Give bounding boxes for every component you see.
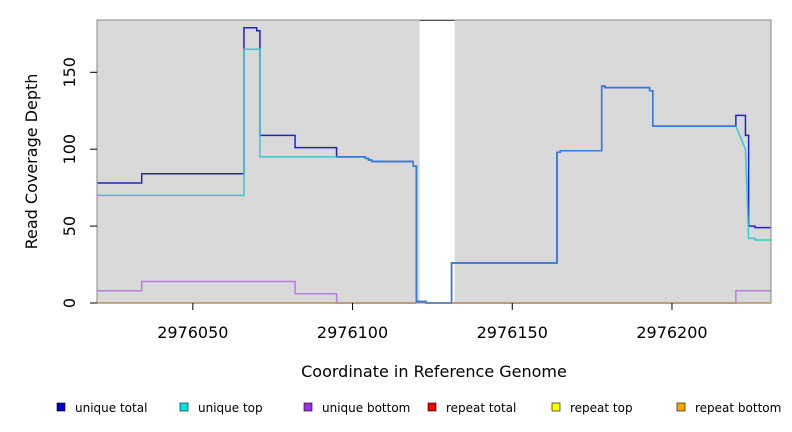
legend-label: repeat total xyxy=(446,401,516,415)
x-tick-label: 2976150 xyxy=(477,323,548,342)
legend-swatch xyxy=(676,402,686,412)
y-axis-title: Read Coverage Depth xyxy=(22,74,41,250)
x-axis-title: Coordinate in Reference Genome xyxy=(301,362,567,381)
legend-swatch xyxy=(179,402,189,412)
legend-swatch xyxy=(427,402,437,412)
legend-label: unique bottom xyxy=(322,401,410,415)
legend-label: repeat top xyxy=(570,401,633,415)
legend-label: repeat bottom xyxy=(695,401,781,415)
series-line-unique-bottom xyxy=(97,280,417,304)
x-tick-label: 2976100 xyxy=(317,323,388,342)
x-tick-label: 2976050 xyxy=(157,323,228,342)
y-tick-label: 100 xyxy=(60,134,79,165)
legend-label: unique top xyxy=(198,401,263,415)
y-tick-label: 50 xyxy=(60,216,79,236)
y-tick-label: 150 xyxy=(60,57,79,88)
series-line-combined xyxy=(336,85,736,304)
y-tick-label: 0 xyxy=(60,298,79,308)
legend-swatch xyxy=(56,402,66,412)
masked-region xyxy=(419,20,455,303)
legend: unique total unique top unique bottom repea… xyxy=(56,401,781,415)
series-line-unique-top xyxy=(97,48,337,197)
legend-swatch xyxy=(303,402,313,412)
legend-label: unique total xyxy=(75,401,147,415)
x-axis: 2976050 2976100 2976150 2976200 xyxy=(97,302,771,342)
y-axis: 0 50 100 150 xyxy=(60,20,98,308)
series-line-unique-top-end- xyxy=(735,125,771,241)
legend-swatch xyxy=(551,402,561,412)
x-tick-label: 2976200 xyxy=(636,323,707,342)
